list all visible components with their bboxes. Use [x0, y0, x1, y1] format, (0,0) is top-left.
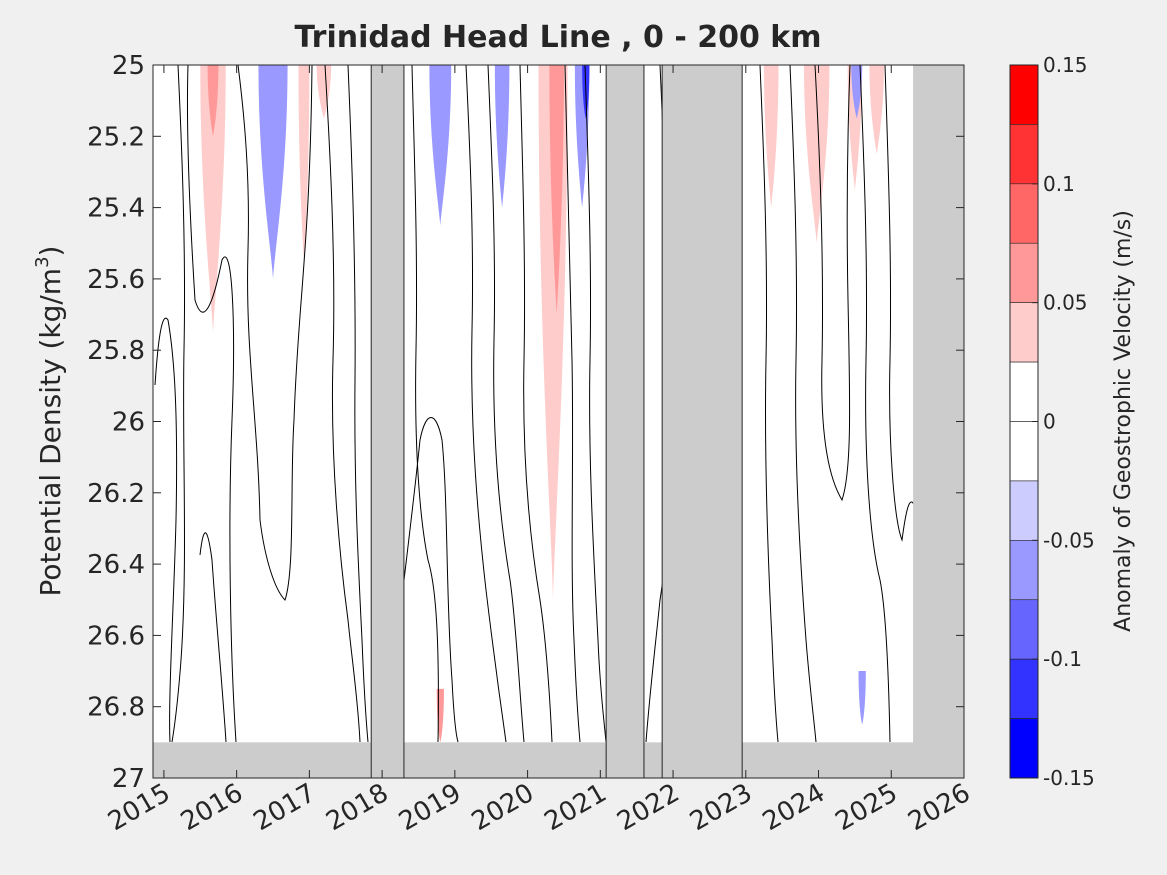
- colorbar: 0.15 0.1 0.05 0 -0.05 -0.1 -0.15 Anomaly of Ge…: [1009, 53, 1136, 790]
- colorbar-tick-label: 0.1: [1043, 172, 1075, 196]
- contour-line: [584, 64, 607, 743]
- y-tick-label: 26: [112, 408, 145, 438]
- contour-line: [237, 64, 313, 601]
- x-tick-label: 2020: [467, 778, 539, 837]
- x-tick-label: 2026: [903, 778, 975, 837]
- contour-line: [324, 64, 361, 743]
- colorbar-level: [1009, 421, 1039, 482]
- contour-line: [814, 64, 851, 502]
- anomaly-patch: [494, 65, 510, 208]
- contour-line: [154, 317, 178, 743]
- colorbar-level: [1009, 540, 1039, 601]
- anomaly-patch: [207, 65, 219, 137]
- contour-line: [186, 64, 237, 743]
- contour-line: [199, 532, 227, 743]
- anomaly-patch: [316, 65, 332, 119]
- anomaly-patch: [763, 65, 779, 208]
- y-tick-label: 25.8: [87, 336, 145, 366]
- x-tick-label: 2023: [685, 778, 757, 837]
- contour-line: [564, 64, 581, 743]
- y-tick-label: 25: [112, 51, 145, 81]
- colorbar-tick-label: -0.05: [1043, 528, 1095, 552]
- x-tick-label: 2017: [249, 778, 321, 837]
- colorbar-level: [1009, 599, 1039, 660]
- y-tick-label: 26.2: [87, 479, 145, 509]
- colorbar-level: [1009, 480, 1039, 541]
- colorbar-ticks: 0.15 0.1 0.05 0 -0.05 -0.1 -0.15: [1032, 53, 1095, 790]
- contour-line: [465, 64, 507, 743]
- anomaly-patches: [200, 65, 884, 743]
- y-tick-label: 27: [112, 764, 145, 794]
- y-axis-label: Potential Density (kg/m3): [32, 246, 67, 597]
- anomaly-patch: [258, 65, 288, 279]
- no-data-bottom: [153, 742, 964, 778]
- anomaly-patch: [200, 65, 226, 333]
- anomaly-patch: [858, 671, 866, 725]
- colorbar-tick-label: 0.15: [1043, 53, 1088, 77]
- colorbar-level: [1009, 124, 1039, 185]
- y-axis-label-main: Potential Density (kg/m: [34, 268, 67, 597]
- no-data-period: [661, 64, 743, 779]
- contour-line: [519, 64, 553, 743]
- contour-line: [487, 64, 525, 743]
- colorbar-level: [1009, 183, 1039, 244]
- colorbar-tick-label: 0.05: [1043, 291, 1088, 315]
- x-tick-label: 2024: [758, 778, 830, 837]
- anomaly-patch: [803, 65, 830, 244]
- plot-area: [152, 64, 965, 779]
- chart-title: Trinidad Head Line , 0 - 200 km: [294, 20, 821, 55]
- colorbar-label: Anomaly of Geostrophic Velocity (m/s): [1111, 210, 1136, 632]
- y-axis-label-tail: ): [34, 246, 67, 257]
- colorbar-level: [1009, 658, 1039, 719]
- y-tick-label: 26.4: [87, 550, 145, 580]
- contour-line: [859, 64, 891, 743]
- y-axis: 25 25.2 25.4 25.6 25.8 26 26.2 26.4 26.6 26.8 27: [87, 51, 964, 794]
- no-data-period: [913, 65, 964, 778]
- anomaly-patch: [429, 65, 452, 226]
- anomaly-patch: [869, 65, 884, 155]
- contour-line: [403, 417, 459, 743]
- y-axis-label-sup: 3: [32, 256, 53, 267]
- y-tick-label: 25.4: [87, 194, 145, 224]
- colorbar-level: [1009, 64, 1039, 125]
- contour-line: [759, 64, 779, 743]
- colorbar-level: [1009, 718, 1039, 779]
- no-data-regions: [153, 64, 964, 779]
- x-tick-label: 2016: [176, 778, 248, 837]
- colorbar-tick-label: 0: [1043, 410, 1056, 434]
- contour-line: [411, 64, 439, 743]
- x-tick-label: 2022: [612, 778, 684, 837]
- anomaly-patch: [851, 65, 863, 119]
- contour-line: [789, 64, 817, 743]
- x-tick-label: 2021: [540, 778, 612, 837]
- colorbar-level: [1009, 361, 1039, 422]
- y-tick-label: 25.6: [87, 265, 145, 295]
- colorbar-tick-label: -0.15: [1043, 766, 1095, 790]
- no-data-period: [605, 64, 645, 779]
- contour-line: [171, 64, 186, 743]
- anomaly-patch: [298, 65, 310, 262]
- contour-line: [347, 64, 369, 743]
- y-tick-label: 25.2: [87, 122, 145, 152]
- y-tick-label: 26.8: [87, 693, 145, 723]
- colorbar-level: [1009, 242, 1039, 303]
- anomaly-patch: [549, 65, 564, 315]
- colorbar-level: [1009, 302, 1039, 363]
- no-data-period: [370, 64, 405, 779]
- x-tick-label: 2019: [394, 778, 466, 837]
- x-tick-label: 2025: [830, 778, 902, 837]
- colorbar-tick-label: -0.1: [1043, 647, 1082, 671]
- x-tick-label: 2018: [321, 778, 393, 837]
- y-tick-label: 26.6: [87, 621, 145, 651]
